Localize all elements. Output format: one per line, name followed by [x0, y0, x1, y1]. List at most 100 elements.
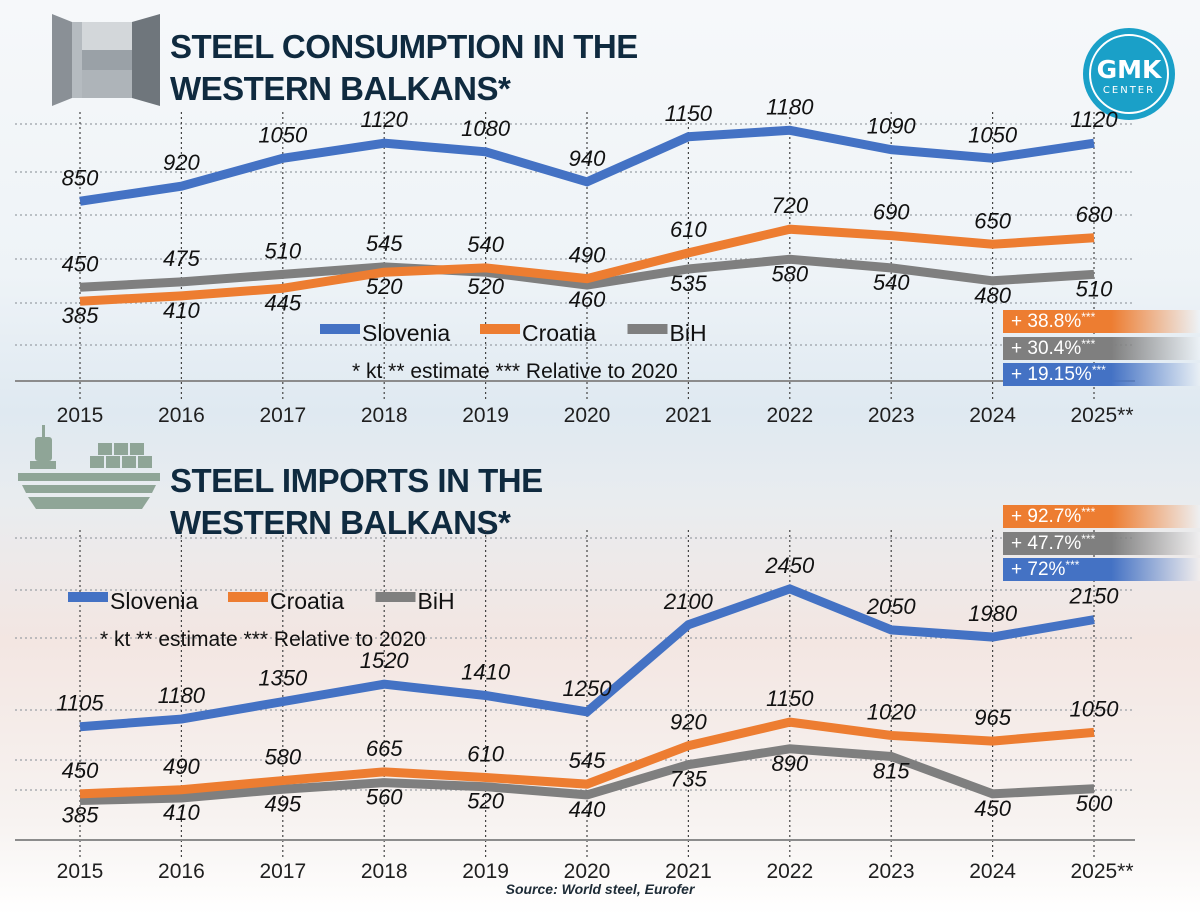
data-label: 1350: [258, 666, 308, 691]
data-label: 1050: [1070, 696, 1120, 721]
data-label: 610: [467, 741, 504, 766]
data-label: 890: [771, 751, 808, 776]
x-tick-label: 2024: [969, 860, 1016, 883]
data-label: 850: [62, 165, 99, 190]
data-label: 495: [264, 791, 301, 816]
legend-label: Slovenia: [362, 320, 450, 346]
series-line-slovenia: [79, 584, 1095, 732]
growth-badge-slovenia: + 72%***: [1003, 558, 1200, 581]
chart-1: 2015 2016 2017 2018 2019 2020 2021 2022 2023 2024…: [15, 530, 1135, 883]
x-tick-label: 2022: [766, 860, 813, 883]
data-label: 1050: [258, 122, 308, 147]
data-label: 580: [264, 745, 301, 770]
data-label: 2150: [1069, 584, 1120, 609]
data-label: 1250: [563, 676, 613, 701]
x-tick-label: 2021: [665, 404, 712, 427]
badge-value: + 19.15%: [1011, 364, 1092, 385]
badge-footnote-mark: ***: [1081, 531, 1096, 546]
badge-value: + 47.7%: [1011, 532, 1082, 554]
x-tick-label: 2024: [969, 404, 1016, 427]
data-label: 490: [163, 754, 200, 779]
data-label: 2050: [866, 594, 917, 619]
x-tick-label: 2018: [361, 404, 408, 427]
imports-title-line1: STEEL IMPORTS IN THE: [170, 462, 543, 499]
data-label: 535: [670, 271, 707, 296]
data-label: 650: [974, 208, 1011, 233]
growth-badge-slovenia: + 19.15%***: [1003, 363, 1200, 386]
badge-value: + 92.7%: [1011, 506, 1082, 527]
footnote: * kt ** estimate *** Relative to 2020: [352, 360, 678, 383]
imports-title-line2: WESTERN BALKANS*: [170, 504, 511, 541]
data-label: 1020: [867, 699, 917, 724]
logo-subtext: CENTER: [1102, 85, 1156, 96]
data-label: 490: [569, 243, 606, 268]
badge-footnote-mark: ***: [1081, 310, 1096, 324]
legend-swatch-bih: [627, 324, 668, 334]
x-tick-label: 2015: [57, 404, 104, 427]
x-tick-label: 2017: [259, 860, 306, 883]
data-label: 1180: [158, 683, 206, 708]
data-label: 720: [771, 193, 808, 218]
consumption-title-line2: WESTERN BALKANS*: [170, 70, 511, 107]
series-line-croatia: [79, 717, 1095, 799]
series-line-bih: [79, 254, 1095, 292]
x-tick-label: 2016: [158, 404, 205, 427]
data-label: 1105: [56, 691, 104, 716]
data-label: 560: [366, 785, 403, 810]
consumption-title-line1: STEEL CONSUMPTION IN THE: [170, 28, 638, 65]
data-label: 1120: [361, 107, 409, 132]
data-label: 1180: [766, 94, 814, 119]
x-tick-label: 2025**: [1070, 860, 1133, 883]
legend-swatch-croatia: [228, 592, 268, 602]
x-tick-label: 2019: [462, 860, 509, 883]
data-label: 480: [974, 283, 1011, 308]
series-line-croatia: [79, 224, 1095, 306]
data-label: 580: [771, 261, 808, 286]
chart-0: 2015 2016 2017 2018 2019 2020 2021 2022 2023 2024…: [15, 94, 1135, 427]
x-tick-label: 2017: [259, 404, 306, 427]
data-label: 1120: [1070, 107, 1118, 132]
data-label: 445: [264, 290, 301, 315]
legend-swatch-slovenia: [320, 324, 360, 334]
data-label: 680: [1076, 202, 1113, 227]
legend-label: Croatia: [270, 588, 344, 614]
x-tick-label: 2016: [158, 860, 205, 883]
data-label: 1050: [968, 122, 1018, 147]
data-label: 450: [62, 251, 99, 276]
data-label: 410: [163, 298, 200, 323]
legend-swatch-bih: [375, 592, 416, 602]
data-label: 1980: [968, 601, 1018, 626]
x-tick-label: 2015: [57, 860, 104, 883]
data-label: 545: [569, 748, 606, 773]
x-tick-label: 2022: [766, 404, 813, 427]
data-label: 735: [670, 767, 707, 792]
data-label: 520: [467, 789, 504, 814]
data-label: 500: [1076, 791, 1113, 816]
data-label: 450: [62, 758, 99, 783]
footnote: * kt ** estimate *** Relative to 2020: [100, 628, 426, 651]
x-tick-label: 2021: [665, 860, 712, 883]
data-label: 920: [670, 710, 707, 735]
data-label: 690: [873, 200, 910, 225]
data-label: 940: [569, 146, 606, 171]
legend-label: BiH: [418, 588, 455, 614]
badge-footnote-mark: ***: [1091, 363, 1106, 377]
badge-footnote-mark: ***: [1081, 505, 1096, 519]
data-label: 1150: [665, 101, 713, 126]
data-label: 1410: [461, 659, 511, 684]
data-label: 1150: [766, 686, 814, 711]
logo-text: GMK: [1096, 55, 1162, 84]
data-label: 1520: [360, 648, 410, 673]
gmk-center-logo: GMK CENTER: [1083, 28, 1175, 120]
badge-footnote-mark: ***: [1081, 336, 1096, 351]
data-label: 540: [467, 232, 504, 257]
badge-value: + 38.8%: [1011, 311, 1082, 332]
steel-beam-icon: [52, 14, 160, 106]
source-note: Source: World steel, Eurofer: [505, 881, 695, 897]
legend-label: BiH: [670, 320, 707, 346]
legend-swatch-slovenia: [68, 592, 108, 602]
series-line-slovenia: [79, 125, 1095, 206]
x-tick-label: 2018: [361, 860, 408, 883]
data-label: 385: [62, 803, 99, 828]
